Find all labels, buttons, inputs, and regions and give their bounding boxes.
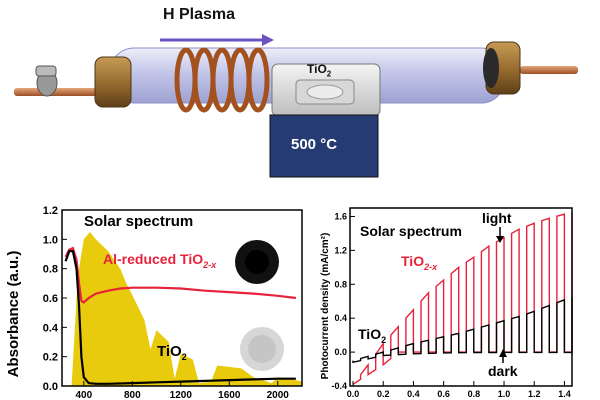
dark-arrow: [499, 349, 507, 363]
y-tick-label: 0.8: [334, 279, 347, 289]
photocurrent-chart: -0.40.00.40.81.21.60.0 0.2 0.4 0.6 0.8 1.0 1.2…: [320, 207, 573, 399]
y-tick-label: 0.0: [334, 347, 347, 357]
photocurrent-y-label: Photocurrent density (mA/cm²): [320, 233, 331, 380]
temperature-label: 500 °C: [291, 136, 338, 153]
y-tick-label: 0.8: [43, 264, 58, 276]
furnace: [269, 63, 381, 178]
y-tick-label: -0.4: [331, 381, 347, 391]
sample-images: [235, 240, 284, 371]
solar-spectrum-label-2: Solar spectrum: [360, 223, 462, 239]
plot-frame-2: [349, 207, 573, 387]
x-tick-label: 0.4: [407, 389, 420, 399]
plasma-label: H Plasma: [163, 6, 236, 23]
left-end-cap: [94, 56, 132, 108]
plasma-arrow: [160, 34, 274, 46]
y-tick-label: 0.4: [334, 313, 347, 323]
x-tick-label: 0.8: [468, 389, 481, 399]
y-tick-label: 0.0: [43, 381, 58, 393]
solar-spectrum-area: [71, 232, 303, 386]
light-arrow: [496, 227, 504, 243]
tio2-label-2: TiO2: [358, 326, 386, 345]
x-tick-label: 1.0: [498, 389, 511, 399]
sample-label: TiO2: [307, 62, 332, 79]
right-rod: [520, 66, 578, 74]
x-tick-label: 0.2: [377, 389, 390, 399]
light-label: light: [482, 210, 512, 226]
y-tick-label: 1.2: [43, 205, 58, 217]
absorbance-series-red: [64, 246, 297, 304]
tio2x-label: TiO2-x: [401, 253, 438, 272]
apparatus-diagram: [14, 34, 578, 178]
right-end-cap: [483, 41, 521, 95]
x-tick-label: 0.6: [437, 389, 450, 399]
absorbance-y-label: Absorbance (a.u.): [5, 251, 22, 378]
x-tick-label: 0.0: [347, 389, 360, 399]
y-tick-label: 0.4: [43, 322, 59, 334]
x-tick-label: 1600: [218, 390, 241, 400]
y-tick-label: 1.0: [43, 234, 58, 246]
x-tick-label: 1200: [170, 390, 193, 400]
al-reduced-label: Al-reduced TiO2-x: [103, 251, 217, 270]
y-tick-label: 0.6: [43, 293, 58, 305]
x-tick-label: 800: [124, 390, 141, 400]
x-tick-label: 2000: [267, 390, 290, 400]
x-tick-label: 400: [75, 390, 92, 400]
y-tick-label: 1.6: [334, 211, 347, 221]
x-tick-label: 1.2: [528, 389, 541, 399]
dark-label: dark: [488, 363, 518, 379]
left-rod: [14, 65, 104, 97]
solar-spectrum-label-1: Solar spectrum: [84, 213, 193, 230]
y-tick-label: 1.2: [334, 245, 347, 255]
chopped-series-black: [352, 297, 573, 364]
x-tick-label: 1.4: [558, 389, 571, 399]
y-tick-label: 0.2: [43, 352, 58, 364]
rf-coil: [174, 47, 270, 113]
absorbance-series-black: [64, 249, 296, 385]
tio2-label-1: TiO2: [157, 343, 187, 362]
